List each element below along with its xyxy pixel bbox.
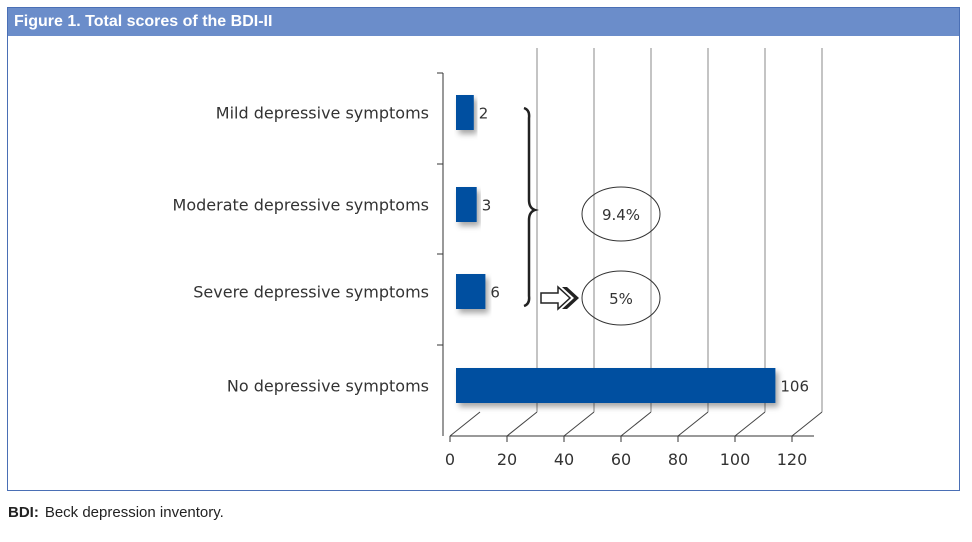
category-label: Mild depressive symptoms xyxy=(216,104,429,123)
grid-floor-line xyxy=(620,411,652,437)
x-tick-label: 100 xyxy=(720,450,751,469)
grid-floor-line xyxy=(449,411,481,437)
footnote-abbr: BDI: xyxy=(8,504,39,521)
annotation-text: 9.4% xyxy=(602,206,640,224)
x-tick-label: 80 xyxy=(668,450,688,469)
x-tick-label: 120 xyxy=(777,450,808,469)
data-label: 3 xyxy=(482,197,492,215)
data-label: 2 xyxy=(479,105,489,123)
annotation-ellipse xyxy=(581,186,661,242)
x-tick-label: 0 xyxy=(445,450,455,469)
arrow-right-icon xyxy=(540,285,572,311)
grid-floor-line xyxy=(791,411,823,437)
annotation-text: 5% xyxy=(609,290,633,308)
grid-floor-line xyxy=(734,411,766,437)
x-tick-label: 60 xyxy=(611,450,631,469)
annotation-ellipse xyxy=(581,270,661,326)
footnote: BDI: Beck depression inventory. xyxy=(8,504,224,521)
grid-floor-line xyxy=(563,411,595,437)
footnote-text: Beck depression inventory. xyxy=(44,504,224,521)
figure-frame: Figure 1. Total scores of the BDI-II xyxy=(7,7,960,491)
bar xyxy=(456,95,474,130)
arrow-head xyxy=(562,287,579,309)
figure-title: Figure 1. Total scores of the BDI-II xyxy=(8,8,959,36)
category-label: Moderate depressive symptoms xyxy=(173,196,429,215)
bar xyxy=(456,368,776,403)
brace-icon xyxy=(523,106,539,308)
grid-floor-line xyxy=(506,411,538,437)
bar xyxy=(456,187,477,222)
bar xyxy=(456,274,486,309)
x-tick-label: 40 xyxy=(554,450,574,469)
data-label: 6 xyxy=(490,284,500,302)
category-label: Severe depressive symptoms xyxy=(193,283,429,302)
grid-floor-line xyxy=(677,411,709,437)
category-label: No depressive symptoms xyxy=(227,377,429,396)
data-label: 106 xyxy=(780,378,809,396)
x-tick-label: 20 xyxy=(497,450,517,469)
